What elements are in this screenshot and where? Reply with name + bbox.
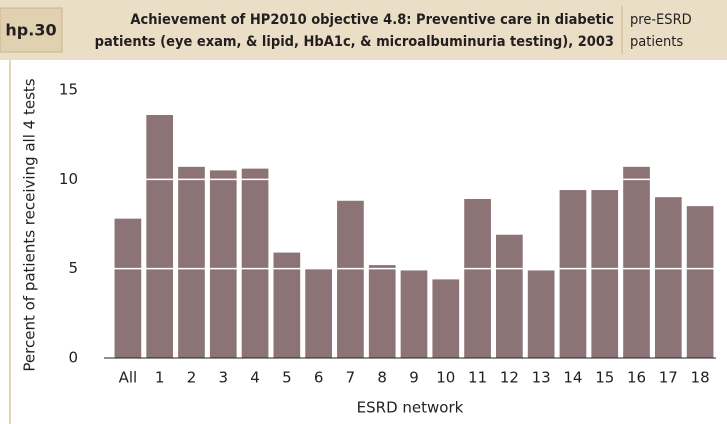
figure-id-box — [0, 7, 63, 53]
x-tick-label: 4 — [250, 369, 260, 387]
bar — [496, 234, 523, 358]
x-tick-label: 13 — [532, 369, 551, 387]
x-tick-label: 7 — [346, 369, 356, 387]
x-tick-label: 17 — [659, 369, 678, 387]
x-tick-label: 3 — [218, 369, 228, 387]
bar — [146, 115, 174, 358]
bar — [654, 197, 682, 358]
x-tick-label: 15 — [595, 369, 614, 387]
y-tick-label: 15 — [59, 81, 78, 99]
bar — [368, 265, 396, 358]
header-band — [0, 0, 727, 60]
x-tick-label: 6 — [314, 369, 324, 387]
bar — [209, 170, 237, 358]
bar — [527, 270, 555, 358]
bar — [559, 190, 587, 358]
x-tick-label: 9 — [409, 369, 419, 387]
bar — [241, 168, 269, 358]
y-tick-label: 5 — [68, 259, 78, 277]
x-axis-title: ESRD network — [357, 399, 464, 417]
bar — [337, 200, 364, 358]
x-tick-label: 5 — [282, 369, 292, 387]
bar — [591, 190, 619, 358]
bar — [114, 218, 142, 358]
bar — [273, 252, 301, 358]
bar — [305, 268, 332, 358]
x-tick-label: 11 — [468, 369, 487, 387]
x-tick-label: 1 — [155, 369, 165, 387]
population-line: pre-ESRD — [630, 12, 692, 28]
population-line: patients — [630, 34, 683, 50]
figure-id: hp.30 — [5, 21, 56, 40]
title-line: patients (eye exam, & lipid, HbA1c, & mi… — [95, 34, 614, 50]
x-tick-label: 18 — [691, 369, 710, 387]
bar — [432, 279, 460, 358]
x-tick-label: 8 — [377, 369, 387, 387]
bar — [178, 166, 205, 358]
x-tick-label: 2 — [187, 369, 197, 387]
y-tick-label: 0 — [68, 349, 78, 367]
bar — [623, 166, 650, 358]
x-tick-label: 10 — [436, 369, 455, 387]
x-tick-label: 14 — [563, 369, 582, 387]
y-axis-title: Percent of patients receiving all 4 test… — [21, 78, 39, 371]
x-tick-label: 12 — [500, 369, 519, 387]
x-tick-label: All — [119, 369, 138, 387]
x-tick-label: 16 — [627, 369, 646, 387]
bar — [464, 198, 491, 358]
y-tick-label: 10 — [59, 170, 78, 188]
bar — [686, 206, 714, 358]
bar — [400, 270, 428, 358]
title-line: Achievement of HP2010 objective 4.8: Pre… — [130, 12, 614, 28]
